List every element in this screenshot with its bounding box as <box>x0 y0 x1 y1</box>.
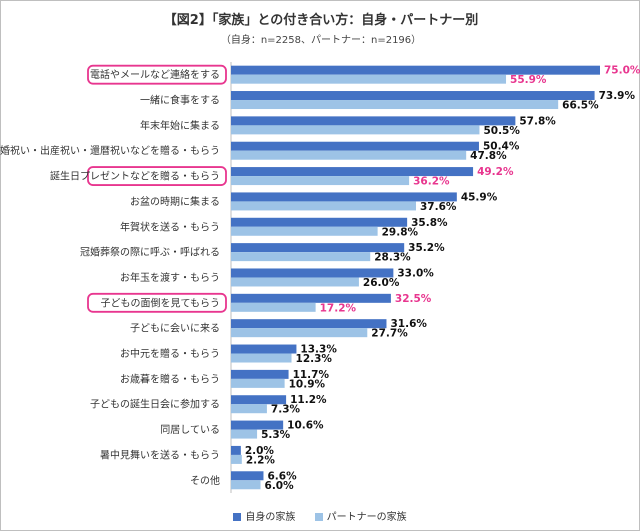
chart-subtitle: （自身：n=2258、パートナー：n=2196） <box>220 35 422 46</box>
bar-self <box>231 319 387 329</box>
bar-self <box>231 192 457 202</box>
category-label: その他 <box>190 474 220 487</box>
highlight-frame <box>87 166 227 186</box>
bar-self <box>231 243 405 253</box>
data-label-partner: 2.2% <box>246 454 276 466</box>
data-label-self: 10.6% <box>287 420 324 432</box>
bar-self <box>231 471 264 481</box>
bar-partner <box>231 125 480 135</box>
bar-self <box>231 293 391 303</box>
bar-partner <box>231 328 368 338</box>
category-label: お年玉を渡す・もらう <box>120 271 220 284</box>
bar-partner <box>231 454 242 464</box>
bar-partner <box>231 404 267 414</box>
data-label-self: 57.8% <box>519 115 556 127</box>
legend: 自身の家族 パートナーの家族 <box>0 508 640 523</box>
data-label-partner: 12.3% <box>296 353 333 365</box>
bar-partner <box>231 378 285 388</box>
data-label-self: 2.0% <box>245 445 275 457</box>
bar-self <box>231 141 479 151</box>
category-label: 結婚祝い・出産祝い・還暦祝いなどを贈る・もらう <box>0 144 220 157</box>
data-label-self: 35.2% <box>408 242 445 254</box>
bar-partner <box>231 176 410 186</box>
data-label-partner: 5.3% <box>261 429 291 441</box>
highlight-frame <box>87 64 227 85</box>
category-label: 子どもに会いに来る <box>130 322 220 335</box>
category-label: お盆の時期に集まる <box>130 195 220 208</box>
data-label-self: 45.9% <box>461 191 498 203</box>
bar-partner <box>231 429 258 439</box>
bar-self <box>231 217 408 227</box>
data-label-partner: 37.6% <box>420 201 457 213</box>
bar-self <box>231 91 595 101</box>
bar-partner <box>231 100 559 110</box>
bar-self <box>231 395 287 405</box>
category-label: 冠婚葬祭の際に呼ぶ・呼ばれる <box>80 246 220 259</box>
data-label-partner: 10.9% <box>289 378 326 390</box>
legend-item-partner: パートナーの家族 <box>314 508 407 523</box>
bar-self <box>231 344 297 354</box>
data-label-partner: 36.2% <box>413 176 450 188</box>
category-label: 子どもの面倒を見てもらう <box>101 297 221 309</box>
category-label: 年末年始に集まる <box>140 119 220 132</box>
bar-self <box>231 445 241 455</box>
data-label-self: 11.7% <box>293 369 330 381</box>
category-label: 同居している <box>160 424 220 436</box>
data-label-partner: 6.0% <box>265 480 295 492</box>
data-label-partner: 55.9% <box>510 74 547 86</box>
data-label-self: 75.0% <box>604 65 640 77</box>
category-label: 誕生日プレゼントなどを贈る・もらう <box>50 170 220 183</box>
bar-self <box>231 65 600 75</box>
data-label-partner: 66.5% <box>562 100 599 112</box>
data-label-partner: 47.8% <box>470 150 507 162</box>
category-label: お中元を贈る・もらう <box>120 347 220 360</box>
legend-label-self: 自身の家族 <box>245 512 296 523</box>
data-label-self: 50.4% <box>483 141 520 153</box>
data-label-self: 32.5% <box>395 293 432 305</box>
category-label: 年賀状を送る・もらう <box>120 220 220 233</box>
bar-partner <box>231 480 261 490</box>
legend-swatch-self <box>233 513 242 521</box>
category-label: お歳暮を贈る・もらう <box>120 372 220 385</box>
data-label-partner: 50.5% <box>483 125 520 137</box>
data-label-partner: 28.3% <box>374 252 411 264</box>
bar-partner <box>231 74 507 84</box>
bar-self <box>231 268 394 278</box>
data-label-self: 6.6% <box>267 470 297 482</box>
bar-partner <box>231 302 316 312</box>
data-label-self: 49.2% <box>477 166 514 178</box>
bar-partner <box>231 353 292 363</box>
legend-item-self: 自身の家族 <box>233 508 295 523</box>
bar-partner <box>231 201 416 211</box>
data-label-self: 73.9% <box>599 90 636 102</box>
data-label-partner: 27.7% <box>371 328 408 340</box>
category-label: 一緒に食事をする <box>140 94 220 107</box>
bar-self <box>231 167 474 177</box>
highlight-frame <box>87 292 227 313</box>
bar-self <box>231 369 289 379</box>
bar-self <box>231 420 284 430</box>
category-label: 子どもの誕生日会に参加する <box>90 398 220 411</box>
bar-partner <box>231 150 467 160</box>
data-label-partner: 29.8% <box>382 226 419 238</box>
bar-partner <box>231 277 359 287</box>
bar-partner <box>231 252 371 262</box>
bar-partner <box>231 226 378 236</box>
data-label-self: 13.3% <box>300 344 337 356</box>
bar-self <box>231 116 516 126</box>
chart-title: 【図2】「家族」との付き合い方：自身・パートナー別 <box>163 13 479 28</box>
data-label-partner: 7.3% <box>271 404 301 416</box>
legend-swatch-partner <box>314 513 323 521</box>
data-label-self: 33.0% <box>397 267 434 279</box>
category-label: 電話やメールなど連絡をする <box>90 68 220 81</box>
data-label-self: 31.6% <box>390 318 427 330</box>
data-label-partner: 17.2% <box>320 302 357 314</box>
category-label: 暑中見舞いを送る・もらう <box>100 448 220 461</box>
data-label-self: 11.2% <box>290 394 327 406</box>
data-label-self: 35.8% <box>411 217 448 229</box>
data-label-partner: 26.0% <box>363 277 400 289</box>
legend-label-partner: パートナーの家族 <box>326 512 407 523</box>
